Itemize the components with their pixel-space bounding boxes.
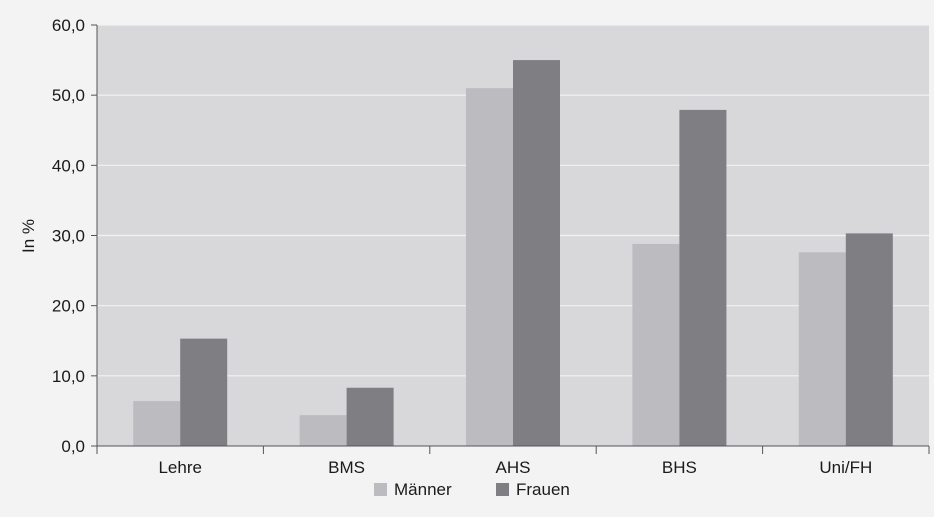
- legend-label-frauen: Frauen: [516, 480, 570, 499]
- y-axis-title: In %: [19, 219, 38, 253]
- y-tick-label: 0,0: [61, 437, 85, 456]
- x-tick-label: BMS: [328, 458, 365, 477]
- bar-männer-lehre: [133, 401, 181, 446]
- bar-frauen-uni-fh: [845, 233, 893, 446]
- y-tick-label: 20,0: [52, 297, 85, 316]
- bar-männer-ahs: [466, 88, 513, 447]
- bars: [133, 60, 893, 447]
- bar-männer-bhs: [632, 243, 680, 446]
- legend-label-männer: Männer: [394, 480, 452, 499]
- y-tick-label: 60,0: [52, 16, 85, 35]
- y-tick-label: 30,0: [52, 227, 85, 246]
- bar-frauen-ahs: [513, 60, 560, 446]
- legend: Männer Frauen: [374, 480, 570, 499]
- y-tick-labels: 0,0 10,0 20,0 30,0 40,0 50,0 60,0: [52, 16, 85, 456]
- x-tick-label: BHS: [662, 458, 697, 477]
- y-tick-label: 40,0: [52, 156, 85, 175]
- x-tick-label: AHS: [496, 458, 531, 477]
- legend-swatch-männer: [374, 483, 387, 496]
- legend-swatch-frauen: [496, 483, 509, 496]
- bar-frauen-lehre: [180, 338, 228, 446]
- x-tick-label: Lehre: [158, 458, 201, 477]
- axes: [91, 24, 930, 454]
- bar-frauen-bhs: [679, 109, 727, 446]
- bar-männer-uni-fh: [798, 252, 846, 446]
- y-tick-label: 10,0: [52, 367, 85, 386]
- bar-frauen-bms: [346, 387, 394, 446]
- y-tick-label: 50,0: [52, 86, 85, 105]
- x-tick-label: Uni/FH: [819, 458, 872, 477]
- bar-männer-bms: [299, 415, 347, 446]
- x-tick-labels: Lehre BMS AHS BHS Uni/FH: [158, 458, 872, 477]
